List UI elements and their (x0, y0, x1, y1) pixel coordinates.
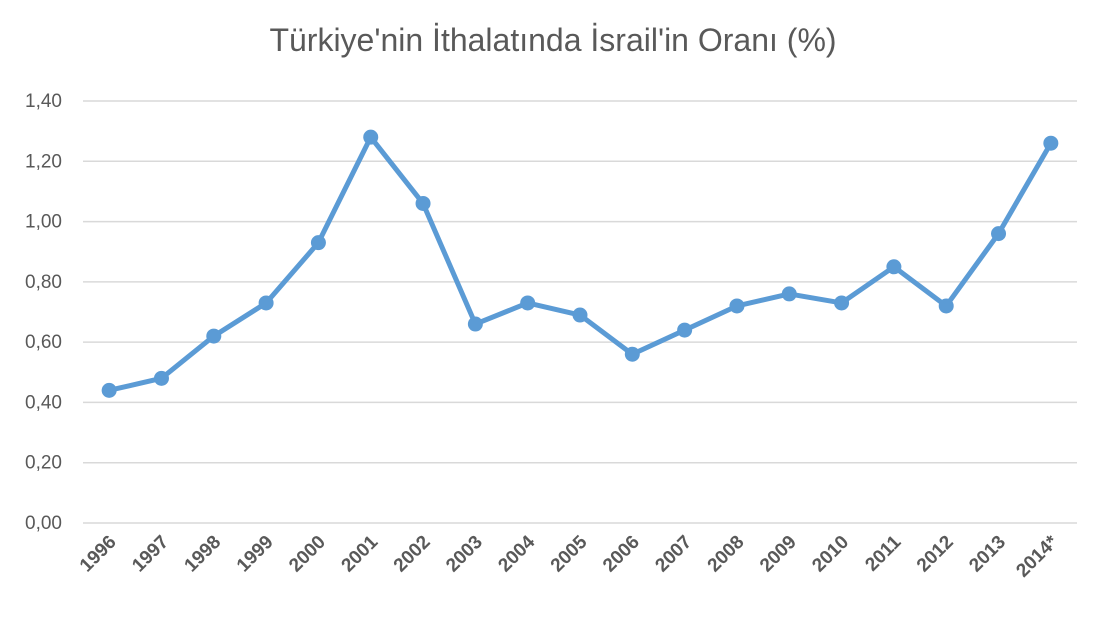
x-tick-label: 2005 (547, 531, 592, 576)
y-tick-label: 0,60 (25, 332, 62, 353)
data-point (886, 259, 902, 275)
x-tick-label: 1999 (233, 532, 278, 577)
data-point (729, 298, 745, 314)
x-tick-label: 1997 (128, 532, 173, 577)
y-tick-label: 0,20 (25, 453, 62, 474)
series-layer (101, 129, 1059, 398)
x-tick-label: 2003 (442, 532, 487, 577)
x-tick-label: 2002 (390, 532, 435, 577)
x-tick-label: 2009 (756, 532, 801, 577)
chart-title: Türkiye'nin İthalatında İsrail'in Oranı … (269, 22, 837, 58)
data-point (467, 316, 483, 332)
data-point (677, 322, 693, 338)
x-tick-label: 2006 (599, 532, 644, 577)
data-point (363, 129, 379, 145)
x-tick-label: 2013 (965, 532, 1010, 577)
x-tick-label: 2007 (651, 532, 696, 577)
data-point (781, 286, 797, 302)
x-tick-label: 1998 (181, 532, 226, 577)
gridlines (83, 100, 1077, 524)
y-tick-label: 0,40 (25, 392, 62, 413)
y-tick-label: 0,80 (25, 272, 62, 293)
y-tick-label: 1,40 (25, 91, 62, 112)
y-tick-label: 1,20 (25, 151, 62, 172)
data-point (415, 195, 431, 211)
data-point (938, 298, 954, 314)
data-point (153, 370, 169, 386)
data-point (624, 346, 640, 362)
x-tick-label: 2012 (913, 532, 958, 577)
y-axis-tick-labels: 0,00 0,20 0,40 0,60 0,80 1,00 1,20 1,40 (25, 91, 62, 534)
data-point (834, 295, 850, 311)
y-tick-label: 0,00 (25, 513, 62, 534)
data-point (572, 307, 588, 323)
data-point (520, 295, 536, 311)
x-tick-label: 2010 (808, 532, 853, 577)
series-line (108, 134, 1054, 393)
x-axis-tick-labels: 1996 1997 1998 1999 2000 2001 2002 2003 2004 2005… (76, 531, 1063, 581)
x-tick-label: 2008 (704, 532, 749, 577)
x-tick-label: 1996 (76, 532, 121, 577)
data-point (310, 235, 326, 251)
data-point (1043, 135, 1059, 151)
x-tick-label: 2014* (1012, 531, 1062, 581)
x-tick-label: 2004 (494, 531, 539, 576)
x-tick-label: 2011 (861, 531, 905, 575)
x-tick-label: 2001 (338, 531, 383, 576)
x-tick-label: 2000 (285, 532, 330, 577)
data-point (206, 328, 222, 344)
data-point (258, 295, 274, 311)
y-tick-label: 1,00 (25, 212, 62, 233)
data-point (991, 226, 1007, 242)
data-point (101, 382, 117, 398)
